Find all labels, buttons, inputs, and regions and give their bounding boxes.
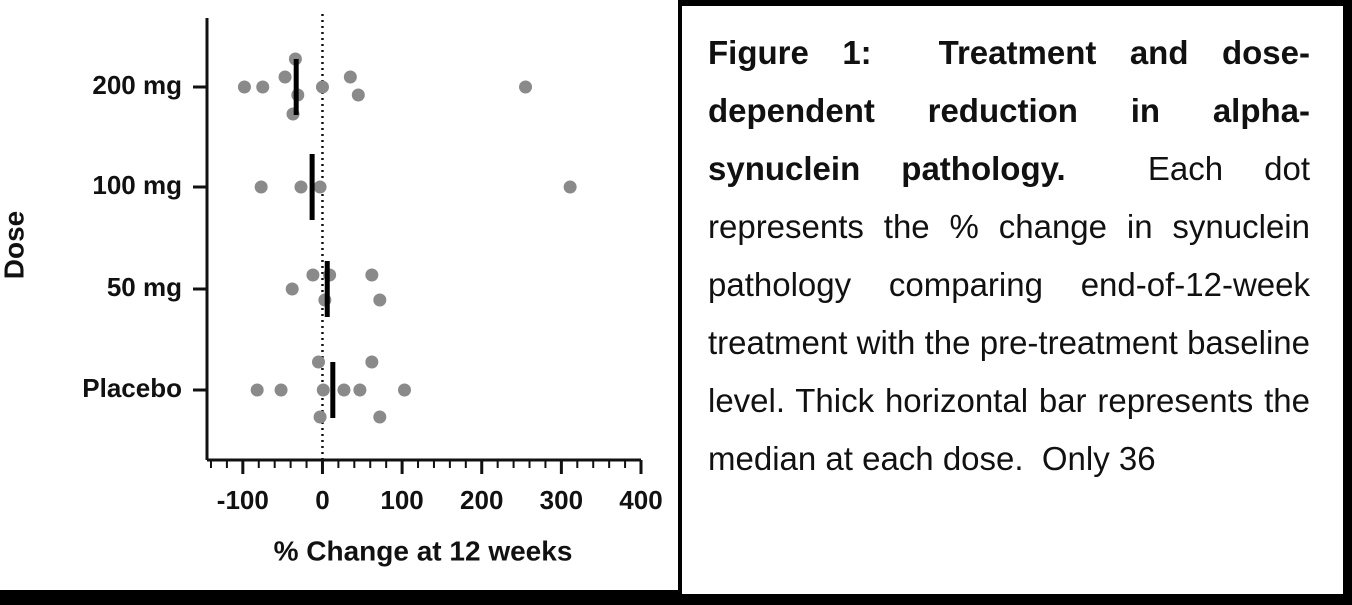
x-tick-label: 400 <box>619 485 662 515</box>
data-point <box>351 88 365 102</box>
data-point <box>237 80 251 94</box>
data-point <box>250 383 264 397</box>
data-point <box>365 268 379 282</box>
y-tick-label: 100 mg <box>92 170 182 200</box>
x-tick-label: 200 <box>460 485 503 515</box>
data-point <box>278 70 292 84</box>
data-point <box>313 410 327 424</box>
data-point <box>306 268 320 282</box>
caption-text: Each dot represents the % change in synu… <box>708 150 1320 477</box>
data-point <box>337 383 351 397</box>
data-point <box>316 383 330 397</box>
data-point <box>254 180 268 194</box>
data-point <box>397 383 411 397</box>
data-point <box>365 355 379 369</box>
chart: Dose % Change at 12 weeks -100 0 100 200 300… <box>0 14 663 566</box>
y-axis-label: Dose <box>0 211 29 279</box>
y-tick-label: 200 mg <box>92 70 182 100</box>
x-tick-label: 0 <box>315 485 329 515</box>
x-tick-label: 100 <box>380 485 423 515</box>
data-point <box>285 282 299 296</box>
data-point <box>313 180 327 194</box>
caption: Figure 1: Treatment and dose-dependent r… <box>708 24 1310 488</box>
data-point <box>373 410 387 424</box>
data-point <box>519 80 533 94</box>
data-point <box>256 80 270 94</box>
caption-bold: Figure 1: Treatment and dose-dependent r… <box>708 34 1310 187</box>
data-point <box>294 180 308 194</box>
y-tick-label: Placebo <box>82 373 182 403</box>
x-tick-label: -100 <box>217 485 269 515</box>
data-point <box>343 70 357 84</box>
caption-panel: Figure 1: Treatment and dose-dependent r… <box>682 6 1343 594</box>
data-point <box>311 355 325 369</box>
data-point <box>315 80 329 94</box>
data-point <box>373 293 387 307</box>
x-axis-label: % Change at 12 weeks <box>274 535 573 566</box>
x-tick-label: 300 <box>540 485 583 515</box>
data-point <box>563 180 577 194</box>
data-point <box>353 383 367 397</box>
y-tick-label: 50 mg <box>107 272 182 302</box>
chart-panel: Dose % Change at 12 weeks -100 0 100 200 300… <box>0 0 678 590</box>
data-point <box>274 383 288 397</box>
